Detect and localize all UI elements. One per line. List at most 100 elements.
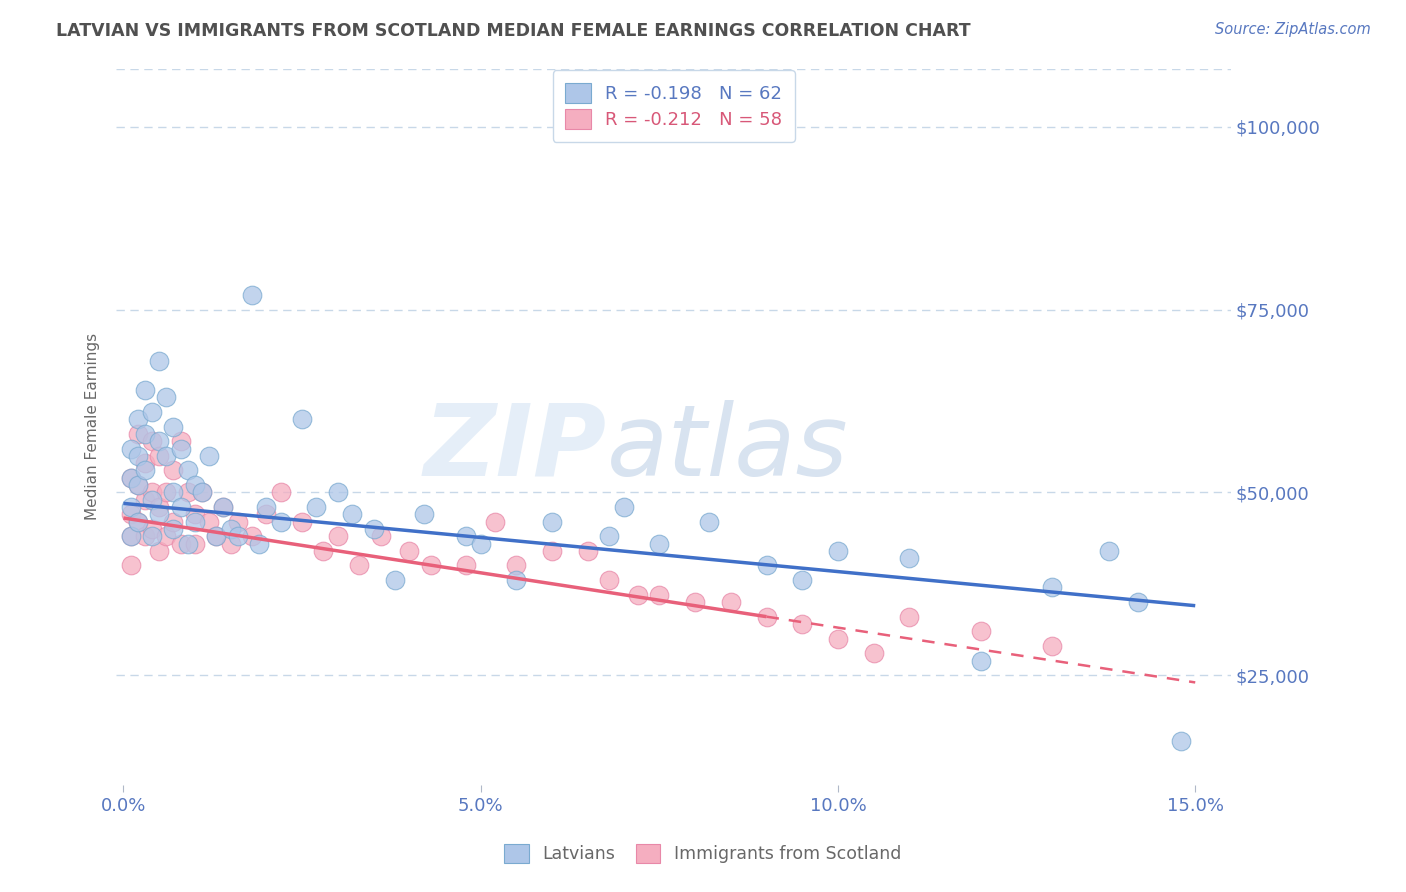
Point (177, 485, 200, 500)
Point (305, 500, 328, 514)
Point (384, 573, 406, 587)
Point (598, 529, 620, 543)
Point (120, 471, 142, 485)
Point (177, 536, 200, 550)
Point (240, 529, 263, 543)
Point (792, 573, 814, 587)
Point (898, 551, 921, 566)
Point (505, 558, 527, 573)
Point (792, 617, 814, 632)
Point (177, 463, 200, 477)
Point (254, 508, 277, 522)
Point (598, 573, 620, 587)
Point (970, 624, 993, 639)
Point (162, 522, 184, 536)
Point (120, 529, 142, 543)
Point (127, 515, 149, 529)
Point (484, 515, 506, 529)
Point (219, 536, 242, 550)
Point (148, 508, 170, 522)
Point (291, 412, 314, 426)
Point (141, 434, 163, 449)
Point (184, 478, 207, 492)
Point (134, 463, 156, 477)
Point (347, 558, 370, 573)
Point (134, 383, 156, 397)
Point (127, 426, 149, 441)
Point (162, 515, 184, 529)
Point (270, 485, 292, 500)
Point (162, 419, 184, 434)
Point (184, 508, 207, 522)
Point (120, 558, 142, 573)
Point (541, 544, 564, 558)
Point (120, 500, 142, 514)
Point (127, 412, 149, 426)
Point (127, 515, 149, 529)
Point (141, 529, 163, 543)
Point (613, 500, 636, 514)
Point (1170, 734, 1192, 748)
Point (148, 434, 170, 449)
Point (898, 609, 921, 624)
Text: Source: ZipAtlas.com: Source: ZipAtlas.com (1215, 22, 1371, 37)
Point (155, 449, 177, 463)
Point (134, 456, 156, 470)
Point (247, 536, 270, 550)
Point (127, 449, 149, 463)
Point (370, 529, 392, 543)
Point (169, 536, 191, 550)
Legend: Latvians, Immigrants from Scotland: Latvians, Immigrants from Scotland (498, 837, 908, 870)
Point (291, 515, 314, 529)
Point (155, 391, 177, 405)
Point (755, 609, 778, 624)
Point (1098, 544, 1121, 558)
Point (120, 508, 142, 522)
Point (363, 522, 385, 536)
Point (326, 485, 349, 500)
Point (412, 508, 434, 522)
Point (254, 500, 277, 514)
Point (1040, 581, 1063, 595)
Point (699, 515, 721, 529)
Point (541, 515, 564, 529)
Point (1040, 639, 1063, 653)
Point (162, 463, 184, 477)
Point (312, 544, 335, 558)
Point (505, 573, 527, 587)
Point (219, 522, 242, 536)
Point (169, 442, 191, 456)
Point (162, 485, 184, 500)
Point (127, 478, 149, 492)
Point (148, 500, 170, 514)
Point (212, 500, 235, 514)
Point (120, 442, 142, 456)
Point (240, 288, 263, 302)
Point (627, 588, 650, 602)
Point (755, 558, 778, 573)
Point (141, 485, 163, 500)
Point (169, 434, 191, 449)
Point (340, 508, 363, 522)
Point (827, 632, 849, 646)
Point (419, 558, 441, 573)
Legend: R = -0.198   N = 62, R = -0.212   N = 58: R = -0.198 N = 62, R = -0.212 N = 58 (553, 70, 794, 142)
Text: ZIP: ZIP (423, 400, 607, 497)
Point (134, 492, 156, 507)
Point (456, 558, 478, 573)
Point (127, 478, 149, 492)
Point (198, 515, 221, 529)
Point (226, 515, 249, 529)
Point (326, 529, 349, 543)
Point (205, 529, 228, 543)
Point (827, 544, 849, 558)
Point (134, 529, 156, 543)
Point (398, 544, 420, 558)
Point (648, 536, 671, 550)
Point (191, 485, 214, 500)
Point (141, 405, 163, 419)
Point (184, 515, 207, 529)
Point (212, 500, 235, 514)
Point (270, 515, 292, 529)
Point (456, 529, 478, 543)
